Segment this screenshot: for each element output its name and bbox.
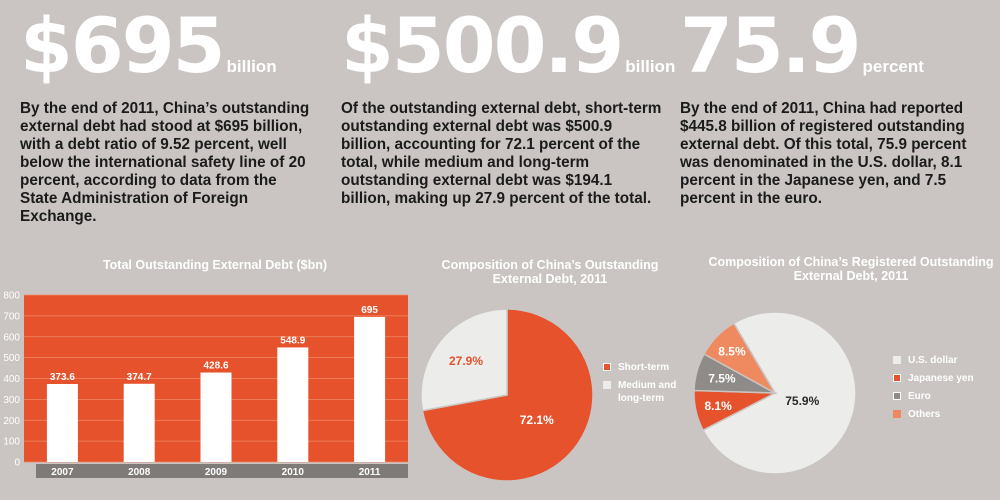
stat-unit: billion xyxy=(226,57,277,76)
pie-value-label: 8.1% xyxy=(704,399,732,413)
stat-block-1: $695 billion By the end of 2011, China’s … xyxy=(20,8,315,226)
stat-unit: percent xyxy=(862,57,924,76)
stat-number: $500.9 xyxy=(341,1,624,90)
y-tick-label: 300 xyxy=(3,395,20,406)
legend-label: Others xyxy=(908,409,941,420)
stat-description: By the end of 2011, China had reported $… xyxy=(680,100,967,207)
legend-swatch xyxy=(893,356,901,364)
x-tick-label: 2011 xyxy=(359,467,381,478)
pie-slice xyxy=(420,308,508,412)
x-tick-label: 2007 xyxy=(51,467,74,478)
y-tick-label: 400 xyxy=(3,374,20,385)
legend-swatch xyxy=(603,363,611,371)
x-tick-label: 2009 xyxy=(205,467,228,478)
legend-swatch xyxy=(893,374,901,382)
stat-description: Of the outstanding external debt, short-… xyxy=(341,100,662,207)
bar-value-label: 373.6 xyxy=(50,372,75,383)
pie-slice xyxy=(702,311,857,475)
y-tick-label: 800 xyxy=(3,291,20,302)
pie-chart-1-title: Composition of China’s Outstanding Exter… xyxy=(441,258,659,286)
stat-block-3: 75.9 percent By the end of 2011, China ha… xyxy=(680,8,992,208)
pie-value-label: 8.5% xyxy=(718,344,746,358)
pie-value-label: 27.9% xyxy=(449,354,483,368)
bar-value-label: 374.7 xyxy=(127,372,152,383)
legend-item: Japanese yen xyxy=(893,372,993,385)
stat-number: 75.9 xyxy=(680,1,862,90)
pie-value-label: 72.1% xyxy=(520,413,554,427)
bar xyxy=(277,347,309,462)
bar xyxy=(123,383,155,462)
legend-item: Euro xyxy=(893,390,993,403)
x-axis-band xyxy=(36,464,408,478)
legend-item: U.S. dollar xyxy=(893,354,993,367)
x-tick-label: 2010 xyxy=(282,467,305,478)
x-tick-label: 2008 xyxy=(128,467,151,478)
legend-swatch xyxy=(603,381,611,389)
pie-chart-1-legend: Short-term Medium and long-term xyxy=(603,361,693,410)
y-tick-label: 200 xyxy=(3,416,20,427)
bar-value-label: 695 xyxy=(361,305,378,316)
bar xyxy=(354,316,386,462)
legend-label: U.S. dollar xyxy=(908,355,958,366)
stat-description: By the end of 2011, China’s outstanding … xyxy=(20,100,310,225)
bar-value-label: 428.6 xyxy=(203,361,228,372)
stat-unit: billion xyxy=(625,57,676,76)
pie-value-label: 75.9% xyxy=(785,394,819,408)
legend-label: Short-term xyxy=(618,362,670,373)
legend-item: Medium and long-term xyxy=(603,379,693,405)
y-tick-label: 600 xyxy=(3,332,20,343)
stat-number: $695 xyxy=(20,1,226,90)
pie-value-label: 7.5% xyxy=(708,371,736,385)
y-tick-label: 500 xyxy=(3,353,20,364)
pie-slice xyxy=(703,322,778,395)
bar xyxy=(200,372,232,462)
legend-item: Short-term xyxy=(603,361,693,374)
pie-chart-2-legend: U.S. dollar Japanese yen Euro Others xyxy=(893,354,993,426)
legend-label: Medium and long-term xyxy=(618,380,677,404)
legend-label: Euro xyxy=(908,391,931,402)
legend-item: Others xyxy=(893,408,993,421)
y-tick-label: 100 xyxy=(3,437,20,448)
pie-chart-2-title: Composition of China’s Registered Outsta… xyxy=(708,255,994,283)
bar-value-label: 548.9 xyxy=(280,335,305,346)
legend-label: Japanese yen xyxy=(908,373,974,384)
bar-chart-title: Total Outstanding External Debt ($bn) xyxy=(102,258,328,272)
legend-swatch xyxy=(893,392,901,400)
bar xyxy=(46,384,78,462)
y-tick-label: 700 xyxy=(3,311,20,322)
stat-block-2: $500.9 billion Of the outstanding externa… xyxy=(341,8,675,208)
legend-swatch xyxy=(893,410,901,418)
y-tick-label: 0 xyxy=(14,458,20,469)
